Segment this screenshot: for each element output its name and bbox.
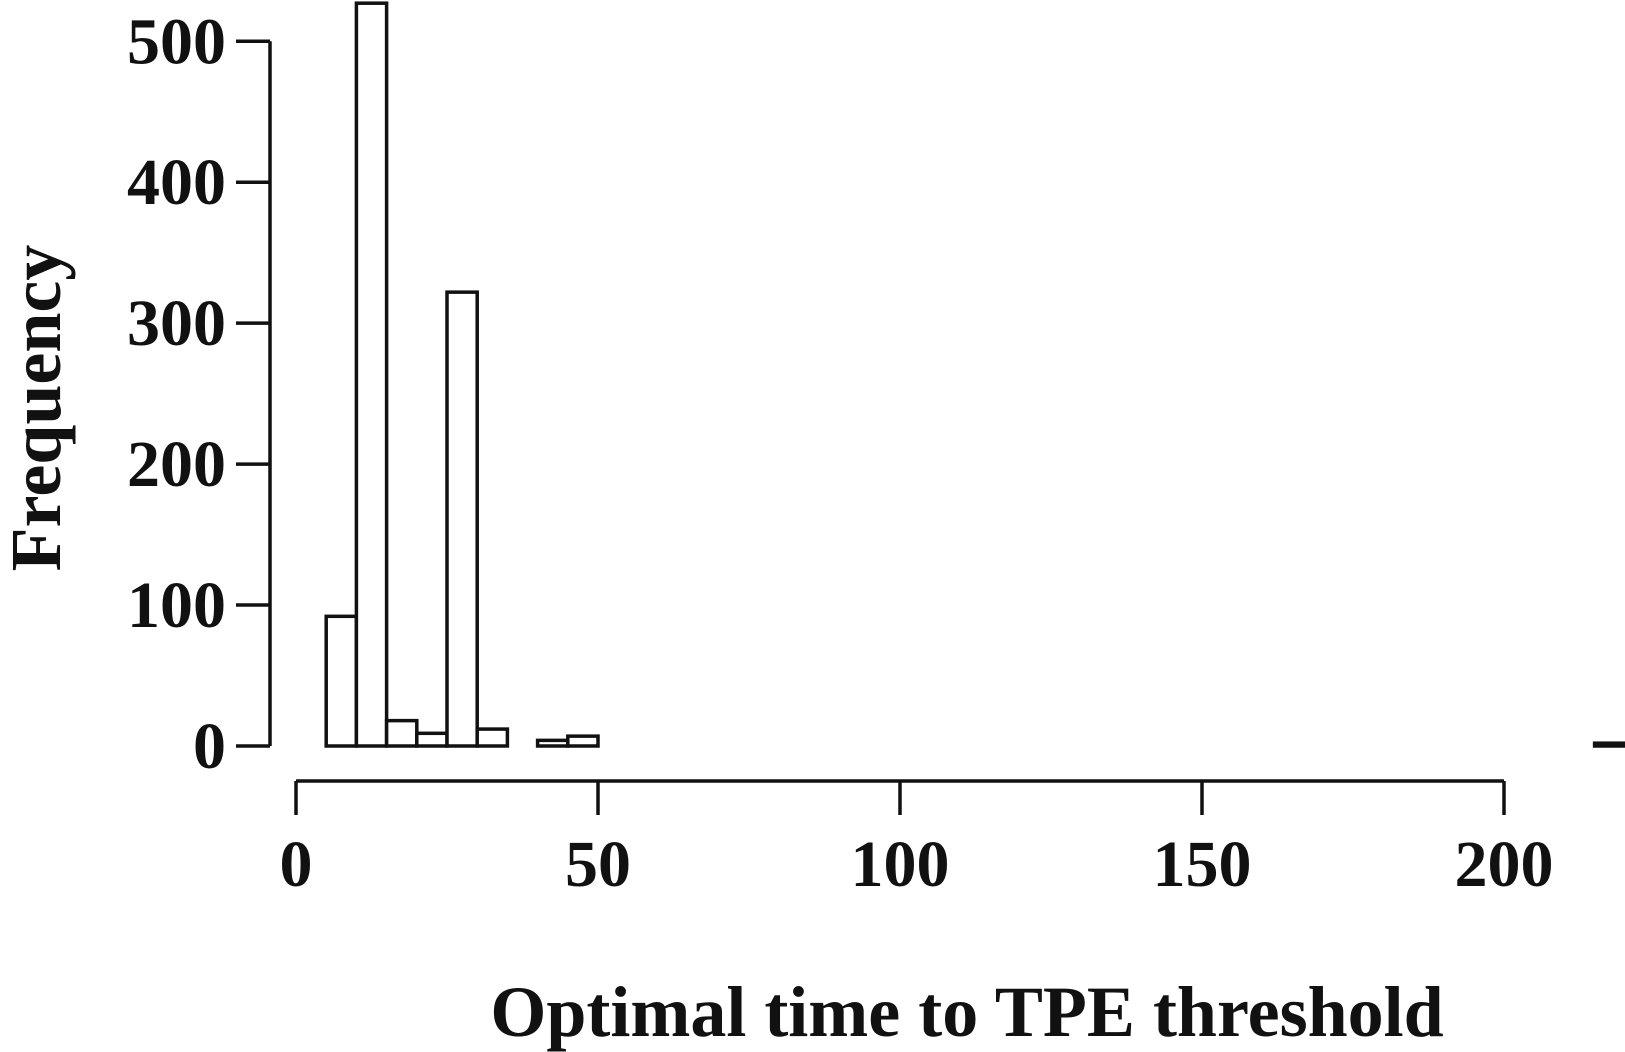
y-axis-ticks: 0 100 200 300 400 500 — [127, 5, 270, 783]
x-tick-label: 150 — [1153, 828, 1252, 901]
histogram-bar-3 — [415, 731, 449, 748]
histogram-bar-5 — [475, 727, 510, 748]
histogram-bars — [324, 1, 1625, 748]
x-tick-label: 50 — [565, 828, 631, 901]
x-tick-label: 0 — [280, 828, 313, 901]
histogram-bar-1 — [354, 1, 389, 748]
histogram-bar-2 — [384, 718, 419, 748]
y-tick-label: 500 — [127, 5, 226, 78]
x-tick-label: 100 — [851, 828, 950, 901]
y-tick-label: 100 — [127, 569, 226, 642]
x-axis-ticks: 0 50 100 150 200 — [280, 781, 1554, 901]
x-axis-title: Optimal time to TPE threshold — [490, 972, 1443, 1052]
y-tick-label: 300 — [127, 287, 226, 360]
histogram-bar-4 — [445, 290, 479, 748]
y-tick-label: 400 — [127, 146, 226, 219]
histogram-bar-8 — [566, 734, 600, 748]
y-tick-label: 0 — [193, 710, 226, 783]
y-axis-title: Frequency — [0, 245, 76, 572]
histogram-bar-0 — [324, 614, 359, 748]
x-tick-label: 200 — [1455, 828, 1554, 901]
histogram-bar-7 — [535, 738, 570, 748]
histogram-bar-10 — [1592, 741, 1625, 748]
y-tick-label: 200 — [127, 428, 226, 501]
